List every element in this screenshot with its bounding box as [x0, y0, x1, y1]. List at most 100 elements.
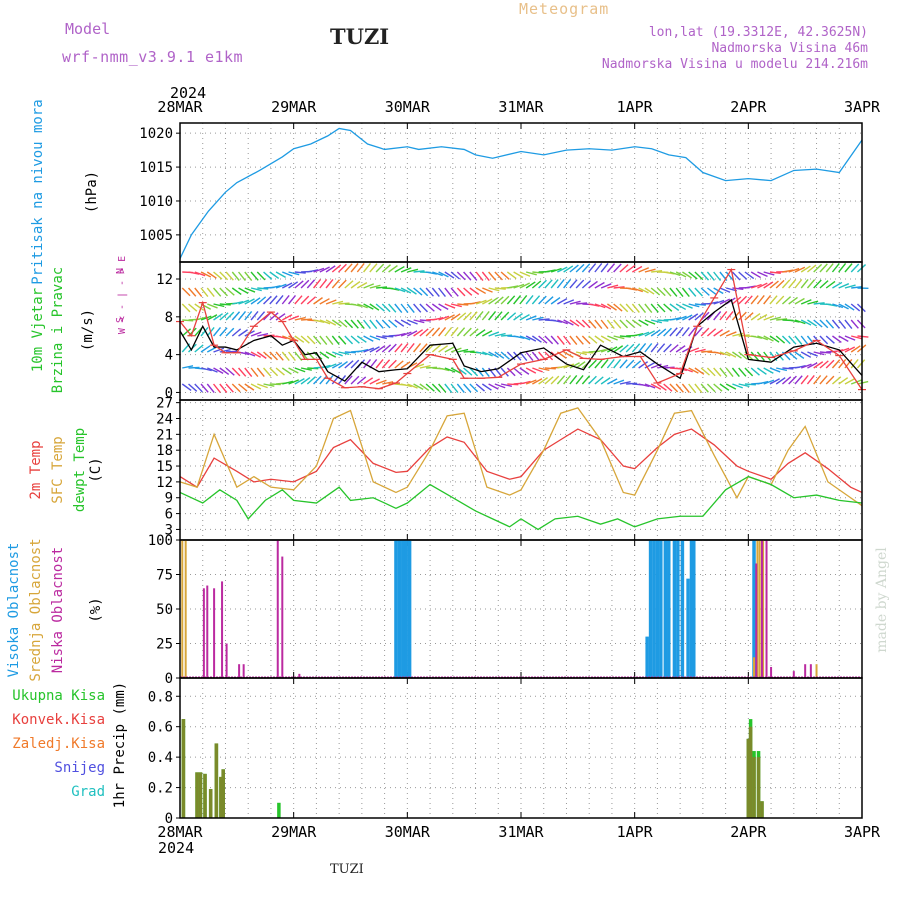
wind-vector	[356, 282, 368, 289]
wind-vector	[288, 367, 299, 374]
panel-pressure: 1005 1010 1015 1020	[139, 122, 863, 263]
wind-vector	[838, 319, 847, 330]
wind-vector	[238, 287, 249, 294]
bar-clouds-0	[680, 540, 685, 678]
wind-vector	[469, 367, 479, 377]
wind-vector	[207, 367, 218, 373]
bottom-date-label: 2APR	[730, 823, 767, 841]
wind-vector	[325, 363, 337, 369]
wind-vector	[400, 267, 412, 273]
wind-vector	[363, 303, 374, 310]
top-date-label: 30MAR	[385, 98, 431, 116]
wind-vector	[325, 351, 337, 358]
wind-vector	[406, 303, 415, 313]
wind-vector	[732, 351, 742, 359]
wind-vector	[269, 351, 278, 361]
wind-vector	[706, 383, 716, 393]
wind-vector	[525, 281, 536, 289]
wind-vector	[256, 351, 267, 359]
panel-clouds: 0 25 50 75 100	[148, 533, 863, 687]
wind-vector	[656, 328, 667, 337]
wind-vector	[775, 335, 786, 344]
wind-vector	[294, 335, 305, 343]
top-date-label: 1APR	[617, 98, 654, 116]
wind-vector	[375, 379, 387, 385]
wind-vector	[750, 367, 760, 376]
wind-vector	[750, 351, 759, 361]
bar-precip-1	[198, 772, 203, 818]
wind-vector	[800, 335, 809, 346]
bar-clouds-0	[397, 540, 402, 678]
wind-vector	[344, 263, 353, 273]
wind-vector	[500, 311, 510, 321]
wind-vector	[494, 332, 506, 337]
wind-vector	[238, 299, 250, 305]
model-label: Model	[65, 20, 111, 38]
wind-vector	[188, 383, 198, 392]
wind-vector	[313, 267, 325, 273]
wind-vector	[294, 295, 303, 305]
wind-vector	[594, 262, 603, 273]
wind-vector	[482, 298, 493, 305]
wind-vector	[594, 359, 603, 369]
wind-vector	[532, 367, 543, 373]
wind-vector	[794, 297, 805, 305]
wind-vector	[319, 266, 330, 273]
wind-vector	[282, 335, 293, 341]
wind-vector	[569, 319, 580, 327]
wind-vector	[650, 383, 662, 390]
wind-vector	[269, 367, 279, 377]
wind-vector	[407, 383, 418, 389]
wind-vector	[694, 287, 704, 297]
wind-vector	[331, 279, 341, 289]
y-tick-label: 4	[165, 348, 173, 364]
bar-precip-1	[756, 757, 761, 818]
wind-vector	[644, 268, 656, 273]
wind-vector	[575, 361, 586, 369]
wind-vector	[269, 295, 278, 305]
y-tick-label: 3	[165, 522, 173, 538]
wind-vector	[275, 351, 284, 361]
wind-vector	[851, 335, 863, 340]
wind-vector	[788, 335, 797, 345]
y-tick-label: 0.2	[148, 781, 173, 797]
wind-vector	[219, 271, 229, 281]
wind-vector	[382, 381, 394, 385]
wind-vector	[275, 367, 285, 376]
wind-vector	[557, 364, 569, 369]
bar-clouds-0	[663, 540, 668, 678]
wind-vector	[238, 329, 248, 337]
wind-vector	[306, 296, 317, 305]
y-tick-label: 1005	[139, 228, 173, 244]
wind-vector	[850, 263, 860, 273]
wind-vector	[494, 296, 504, 305]
wind-vector	[694, 367, 705, 375]
wind-vector	[431, 327, 441, 337]
wind-vector	[794, 266, 806, 273]
wind-vector	[569, 374, 578, 385]
wind-vector	[425, 287, 434, 297]
bottom-year-label: 2024	[158, 839, 194, 857]
series-line-temperature-0	[179, 428, 863, 494]
wind-vector	[713, 299, 725, 305]
wind-vector	[375, 335, 387, 340]
wind-vector	[606, 319, 615, 329]
bar-clouds-2	[765, 540, 768, 678]
wind-vector	[232, 300, 244, 305]
wind-vector	[694, 327, 703, 337]
wind-vector	[819, 335, 829, 345]
wind-vector	[538, 377, 548, 385]
wind-vector	[407, 319, 418, 325]
wind-vector	[506, 312, 517, 321]
wind-vector	[550, 375, 560, 385]
wind-vector	[357, 303, 368, 309]
wind-vector	[350, 375, 360, 385]
wind-vector	[300, 295, 310, 305]
wind-vector	[763, 379, 775, 385]
wind-vector	[338, 279, 347, 289]
temp-unit-label: (C)	[88, 457, 104, 482]
wind-vector	[825, 280, 836, 289]
wind-vector	[550, 296, 561, 305]
y-tick-label: 0.8	[148, 689, 173, 705]
wind-vector	[244, 351, 256, 357]
